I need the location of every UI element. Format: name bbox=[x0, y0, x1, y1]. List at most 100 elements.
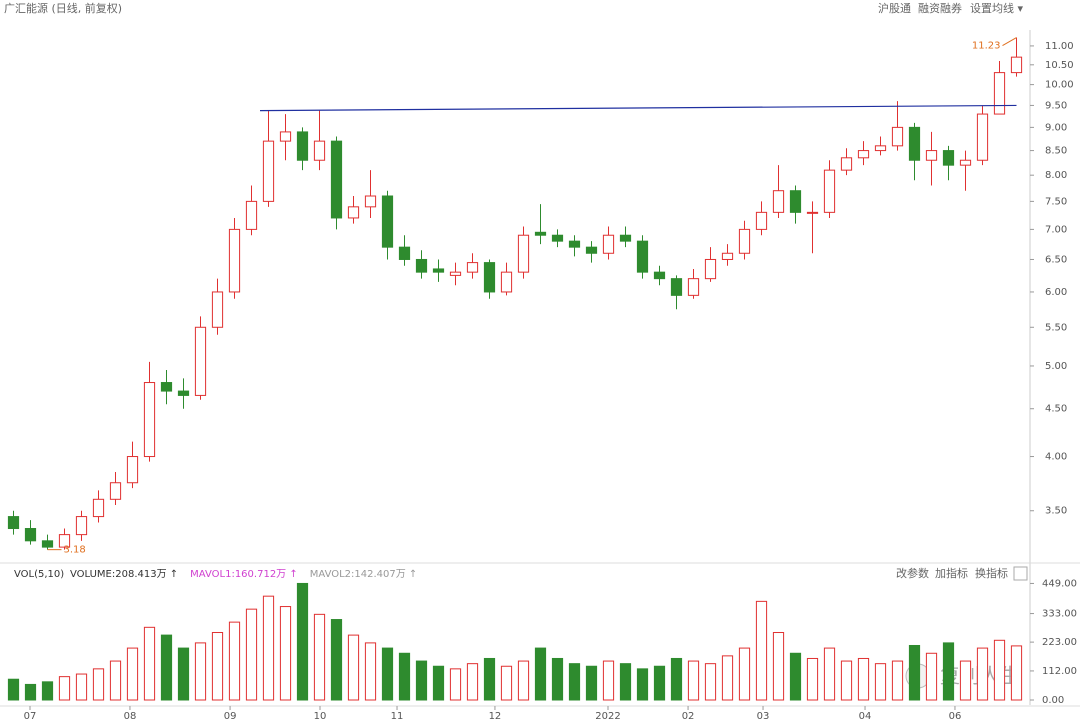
x-tick-label: 06 bbox=[949, 711, 962, 722]
candle-body bbox=[143, 382, 156, 458]
candle-body bbox=[534, 231, 547, 236]
volume-bar bbox=[721, 655, 734, 701]
candle-body bbox=[891, 126, 904, 147]
header-link[interactable]: 沪股通 bbox=[878, 1, 911, 15]
x-tick-label: 04 bbox=[859, 711, 872, 722]
volume-bar bbox=[993, 639, 1006, 701]
volume-bar bbox=[415, 660, 428, 701]
y-tick-label: 4.00 bbox=[1045, 452, 1067, 463]
toolbar-button[interactable]: 换指标 bbox=[975, 566, 1008, 580]
candle-body bbox=[993, 72, 1006, 115]
y-tick-label: 112.00 bbox=[1042, 666, 1077, 677]
volume-bar bbox=[874, 663, 887, 701]
candle-body bbox=[942, 150, 955, 166]
volume-bar bbox=[755, 600, 768, 701]
candle-body bbox=[874, 145, 887, 152]
volume-bar bbox=[126, 647, 139, 701]
y-tick-label: 9.00 bbox=[1045, 122, 1067, 133]
candle-body bbox=[279, 131, 292, 142]
indicator-label: MAVOL2:142.407万 ↑ bbox=[310, 569, 418, 580]
annotation-arrow bbox=[1002, 37, 1017, 46]
volume-bar bbox=[449, 668, 462, 701]
candle-body bbox=[568, 240, 581, 248]
candle-body bbox=[75, 516, 88, 536]
toolbar-button[interactable]: 改参数 bbox=[896, 566, 929, 580]
volume-bar bbox=[279, 606, 292, 701]
close-button[interactable] bbox=[1013, 566, 1028, 581]
y-tick-label: 6.00 bbox=[1045, 287, 1067, 298]
y-tick-label: 449.00 bbox=[1042, 578, 1077, 589]
candle-body bbox=[228, 228, 241, 293]
candle-body bbox=[636, 240, 649, 273]
x-tick-label: 08 bbox=[124, 711, 137, 722]
volume-bar bbox=[211, 632, 224, 701]
y-tick-label: 223.00 bbox=[1042, 637, 1077, 648]
volume-bar bbox=[398, 652, 411, 701]
annotation-label: 11.23 bbox=[972, 41, 1001, 52]
candle-body bbox=[1010, 56, 1023, 74]
header-link[interactable]: 融资融券 bbox=[918, 1, 962, 15]
candle-body bbox=[789, 190, 802, 213]
y-tick-label: 5.00 bbox=[1045, 361, 1067, 372]
volume-bar bbox=[670, 657, 683, 701]
x-tick-label: 2022 bbox=[595, 711, 620, 722]
candle-body bbox=[7, 516, 20, 530]
volume-bar bbox=[109, 660, 122, 701]
candle-body bbox=[194, 326, 207, 396]
candle-body bbox=[755, 211, 768, 230]
candle-body bbox=[959, 159, 972, 166]
volume-bar bbox=[160, 634, 173, 701]
volume-bar bbox=[619, 663, 632, 701]
candle-body bbox=[313, 140, 326, 161]
candle-body bbox=[415, 258, 428, 273]
volume-bar bbox=[857, 657, 870, 701]
volume-bar bbox=[959, 660, 972, 701]
volume-bar bbox=[823, 647, 836, 701]
y-tick-label: 11.00 bbox=[1045, 41, 1074, 52]
candle-body bbox=[602, 234, 615, 254]
candle-body bbox=[551, 234, 564, 242]
volume-bar bbox=[177, 647, 190, 701]
volume-bar bbox=[194, 642, 207, 701]
candle-body bbox=[160, 382, 173, 392]
volume-bar bbox=[585, 665, 598, 701]
y-tick-label: 10.00 bbox=[1045, 80, 1074, 91]
trend-line bbox=[259, 104, 1017, 112]
volume-bar bbox=[24, 683, 37, 701]
volume-bar bbox=[976, 647, 989, 701]
volume-bar bbox=[738, 647, 751, 701]
candle-body bbox=[704, 258, 717, 280]
volume-bar bbox=[653, 665, 666, 701]
header-link[interactable]: 设置均线 ▾ bbox=[970, 1, 1023, 15]
y-tick-label: 8.00 bbox=[1045, 170, 1067, 181]
candle-body bbox=[976, 113, 989, 161]
y-tick-label: 7.00 bbox=[1045, 224, 1067, 235]
candle-body bbox=[500, 271, 513, 293]
candle-body bbox=[619, 234, 632, 242]
stock-title: 广汇能源 (日线, 前复权) bbox=[4, 1, 122, 15]
volume-bar bbox=[840, 660, 853, 701]
volume-bar bbox=[466, 663, 479, 701]
toolbar-button[interactable]: 加指标 bbox=[935, 566, 968, 580]
volume-bar bbox=[636, 668, 649, 701]
volume-bar bbox=[330, 619, 343, 701]
candle-body bbox=[330, 140, 343, 219]
candle-body bbox=[687, 278, 700, 296]
volume-bar bbox=[942, 642, 955, 701]
y-tick-label: 6.50 bbox=[1045, 254, 1067, 265]
volume-bar bbox=[789, 652, 802, 701]
candle-body bbox=[517, 234, 530, 273]
y-tick-label: 7.50 bbox=[1045, 196, 1067, 207]
candle-body bbox=[245, 200, 258, 230]
candle-body bbox=[398, 246, 411, 260]
candle-body bbox=[58, 534, 71, 548]
x-tick-label: 12 bbox=[489, 711, 502, 722]
volume-bar bbox=[381, 647, 394, 701]
volume-bar bbox=[568, 663, 581, 701]
volume-bar bbox=[704, 663, 717, 701]
x-tick-label: 09 bbox=[224, 711, 237, 722]
volume-bar bbox=[262, 595, 275, 701]
indicator-label: MAVOL1:160.712万 ↑ bbox=[190, 569, 298, 580]
